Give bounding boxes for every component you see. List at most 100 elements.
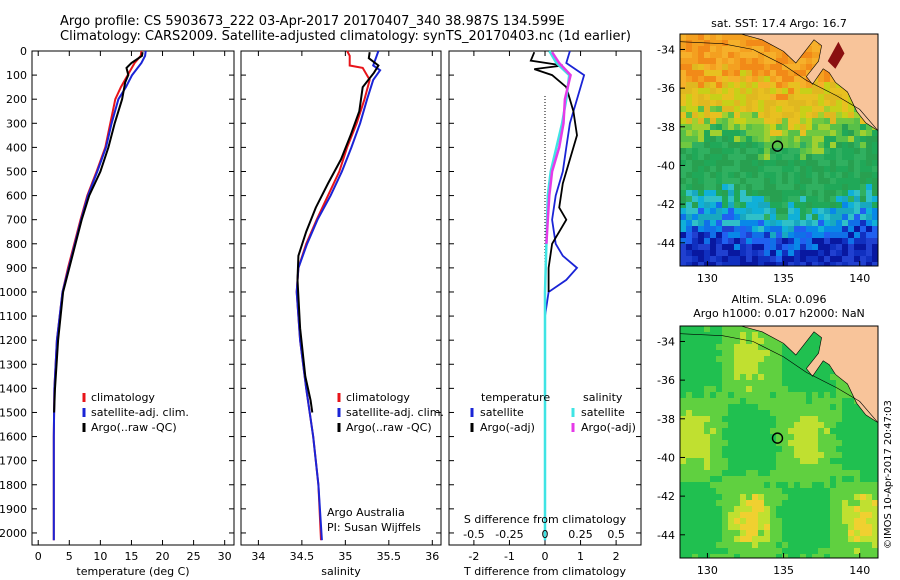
map-cell — [860, 482, 867, 489]
map-cell — [692, 458, 699, 465]
map-cell — [686, 482, 693, 489]
map-cell — [698, 196, 705, 203]
map-cell — [776, 356, 783, 363]
map-cell — [794, 416, 801, 423]
map-cell — [764, 178, 771, 185]
map-cell — [818, 196, 825, 203]
map-cell — [782, 70, 789, 77]
map-cell — [818, 244, 825, 251]
map-cell — [782, 244, 789, 251]
header-line-1: Argo profile: CS 5903673_222 03-Apr-2017… — [60, 14, 565, 29]
map-cell — [824, 500, 831, 507]
map-cell — [758, 458, 765, 465]
map-cell — [794, 172, 801, 179]
map-cell — [836, 548, 843, 555]
map-cell — [860, 196, 867, 203]
map-cell — [746, 362, 753, 369]
map-cell — [800, 374, 807, 381]
map-cell — [800, 250, 807, 257]
map-cell — [686, 404, 693, 411]
map-cell — [698, 338, 705, 345]
map-cell — [764, 404, 771, 411]
x-tick-label: 10 — [93, 550, 107, 563]
map-cell — [872, 524, 878, 531]
map-cell — [734, 208, 741, 215]
map-cell — [782, 196, 789, 203]
map-cell — [680, 76, 687, 83]
map-cell — [866, 470, 873, 477]
map-cell — [818, 208, 825, 215]
x-tick-label: 1 — [577, 550, 584, 563]
map-cell — [764, 332, 771, 339]
map-cell — [782, 160, 789, 167]
map-cell — [806, 184, 813, 191]
map-cell — [752, 112, 759, 119]
map-cell — [794, 464, 801, 471]
map-cell — [818, 76, 825, 83]
map-cell — [794, 184, 801, 191]
map-cell — [746, 148, 753, 155]
map-cell — [818, 446, 825, 453]
map-cell — [848, 410, 855, 417]
map-cell — [692, 208, 699, 215]
map-cell — [692, 500, 699, 507]
map-cell — [680, 530, 687, 537]
map-cell — [824, 76, 831, 83]
map-cell — [860, 488, 867, 495]
map-cell — [782, 214, 789, 221]
map-cell — [698, 82, 705, 89]
map-cell — [806, 46, 813, 53]
map-cell — [842, 262, 849, 266]
map-cell — [770, 494, 777, 501]
map-cell — [806, 124, 813, 131]
map-cell — [710, 196, 717, 203]
map-cell — [830, 542, 837, 549]
map-cell — [800, 100, 807, 107]
map-cell — [770, 64, 777, 71]
map-cell — [686, 488, 693, 495]
map-cell — [800, 184, 807, 191]
map-cell — [740, 238, 747, 245]
map-cell — [842, 160, 849, 167]
map-cell — [698, 166, 705, 173]
map-cell — [698, 124, 705, 131]
map-cell — [758, 88, 765, 95]
map-cell — [854, 112, 861, 119]
map-cell — [758, 76, 765, 83]
map-cell — [788, 368, 795, 375]
map-cell — [716, 166, 723, 173]
map-cell — [698, 530, 705, 537]
map-cell — [770, 470, 777, 477]
map-cell — [692, 148, 699, 155]
map-cell — [740, 178, 747, 185]
map-cell — [752, 184, 759, 191]
y-tick-label: 500 — [6, 165, 27, 178]
map-cell — [806, 82, 813, 89]
map-cell — [848, 512, 855, 519]
map-cell — [854, 136, 861, 143]
map-cell — [872, 440, 878, 447]
map-cell — [716, 464, 723, 471]
map-cell — [698, 524, 705, 531]
map-cell — [770, 244, 777, 251]
map-cell — [812, 536, 819, 543]
map-cell — [728, 112, 735, 119]
map-cell — [680, 494, 687, 501]
map-cell — [800, 208, 807, 215]
y-tick-label: 900 — [6, 262, 27, 275]
map-cell — [842, 196, 849, 203]
map-cell — [728, 440, 735, 447]
map-cell — [752, 368, 759, 375]
map-cell — [722, 220, 729, 227]
map-cell — [818, 100, 825, 107]
map-cell — [728, 202, 735, 209]
map-cell — [788, 554, 795, 558]
map-cell — [740, 554, 747, 558]
map-cell — [788, 214, 795, 221]
map-cell — [842, 500, 849, 507]
map-cell — [794, 244, 801, 251]
x2-axis-label: S difference from climatology — [464, 513, 627, 526]
map-cell — [830, 476, 837, 483]
map-cell — [836, 422, 843, 429]
map-cell — [764, 386, 771, 393]
